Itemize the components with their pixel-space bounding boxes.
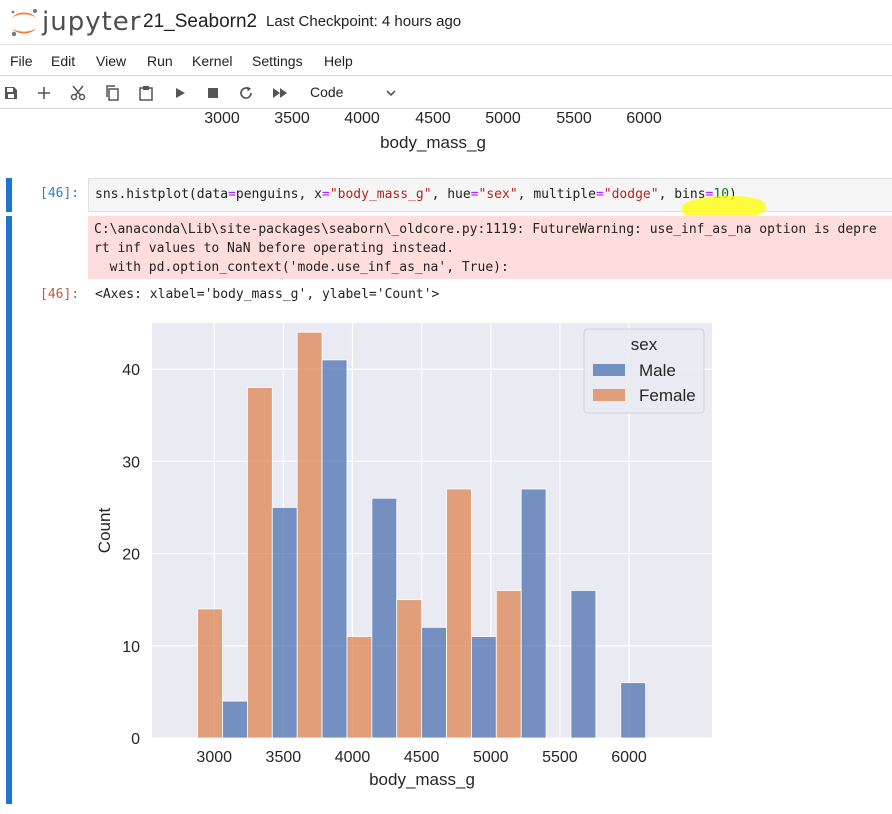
- stderr-line: with pd.option_context('mode.use_inf_as_…: [94, 260, 509, 275]
- output-repr: <Axes: xlabel='body_mass_g', ylabel='Cou…: [95, 287, 440, 302]
- menu-bar: File Edit View Run Kernel Settings Help: [0, 46, 892, 76]
- x-tick-label: 4500: [404, 749, 440, 766]
- bar-female: [197, 608, 223, 739]
- run-icon[interactable]: [170, 83, 190, 103]
- last-checkpoint: Last Checkpoint: 4 hours ago: [266, 13, 462, 30]
- y-axis-label: Count: [95, 508, 114, 554]
- menu-help[interactable]: Help: [324, 53, 353, 69]
- prev-tick: 4000: [344, 110, 380, 127]
- notebook-area[interactable]: 3000 3500 4000 4500 5000 5500 6000 body_…: [0, 110, 892, 814]
- legend-swatch-female: [593, 389, 625, 401]
- bar-male: [371, 497, 398, 739]
- prev-tick: 4500: [415, 110, 451, 127]
- bar-female: [247, 387, 273, 739]
- cut-icon[interactable]: [68, 83, 88, 103]
- input-prompt: [46]:: [40, 186, 80, 201]
- logo-text: jupyter: [42, 7, 142, 37]
- chevron-down-icon: [385, 86, 397, 102]
- prev-tick: 6000: [626, 110, 662, 127]
- bar-male: [520, 488, 547, 739]
- save-icon[interactable]: [1, 83, 21, 103]
- histogram-chart: 3000 3500 4000 4500 5000 5500 6000 0 10 20 30 40 bod…: [95, 323, 712, 789]
- paste-icon[interactable]: [136, 83, 156, 103]
- cell-type-select[interactable]: Code: [303, 81, 403, 105]
- prev-tick: 5000: [485, 110, 521, 127]
- input-collapser[interactable]: [6, 178, 12, 212]
- bar-male: [222, 700, 248, 739]
- previous-output-axis: 3000 3500 4000 4500 5000 5500 6000 body_…: [0, 110, 892, 160]
- code-editor[interactable]: sns.histplot(data=penguins, x="body_mass…: [88, 178, 892, 212]
- stderr-line: C:\anaconda\Lib\site-packages\seaborn\_o…: [94, 222, 877, 237]
- bar-male: [421, 626, 447, 739]
- y-tick-label: 10: [122, 639, 140, 656]
- bar-female: [446, 488, 472, 739]
- x-tick-label: 5000: [473, 749, 509, 766]
- bar-male: [471, 636, 497, 739]
- prev-tick: 3000: [204, 110, 240, 127]
- menu-kernel[interactable]: Kernel: [192, 53, 233, 69]
- bar-male: [620, 682, 647, 739]
- y-tick-label: 20: [122, 547, 140, 564]
- prev-tick: 3500: [274, 110, 310, 127]
- toolbar: Code: [0, 77, 892, 109]
- jupyter-logo[interactable]: jupyter: [8, 6, 140, 38]
- x-axis-label: body_mass_g: [369, 770, 475, 789]
- legend: sex Male Female: [583, 328, 705, 414]
- x-tick-label: 6000: [611, 749, 647, 766]
- legend-title: sex: [631, 335, 658, 354]
- menu-edit[interactable]: Edit: [51, 53, 76, 69]
- cell-type-value: Code: [310, 84, 344, 100]
- prev-xlabel: body_mass_g: [380, 133, 486, 152]
- jupyter-logo-icon: [11, 9, 37, 37]
- legend-label-male: Male: [639, 361, 676, 380]
- copy-icon[interactable]: [102, 83, 122, 103]
- bar-male: [271, 507, 298, 739]
- y-tick-label: 30: [122, 454, 140, 471]
- notebook-name[interactable]: 21_Seaborn2: [143, 11, 258, 32]
- bar-male: [321, 359, 348, 739]
- bar-female: [396, 599, 423, 739]
- x-tick-label: 3000: [196, 749, 232, 766]
- run-all-icon[interactable]: [270, 83, 290, 103]
- x-tick-label: 5500: [542, 749, 578, 766]
- x-tick-label: 3500: [266, 749, 302, 766]
- y-tick-label: 40: [122, 362, 140, 379]
- legend-swatch-male: [593, 364, 625, 376]
- stderr-line: rt inf values to NaN before operating in…: [94, 241, 455, 256]
- bar-female: [346, 636, 373, 739]
- y-tick-label: 0: [131, 731, 140, 748]
- output-collapser[interactable]: [6, 216, 12, 804]
- stderr-output: C:\anaconda\Lib\site-packages\seaborn\_o…: [88, 216, 892, 279]
- legend-label-female: Female: [639, 386, 696, 405]
- output-prompt: [46]:: [40, 287, 80, 302]
- top-bar: jupyter 21_Seaborn2 Last Checkpoint: 4 h…: [0, 0, 892, 45]
- prev-tick: 5500: [556, 110, 592, 127]
- menu-settings[interactable]: Settings: [252, 53, 303, 69]
- code-line: sns.histplot(data=penguins, x="body_mass…: [95, 187, 737, 202]
- menu-file[interactable]: File: [10, 53, 33, 69]
- menu-run[interactable]: Run: [147, 53, 173, 69]
- restart-icon[interactable]: [236, 83, 256, 103]
- bar-female: [495, 590, 522, 739]
- stop-icon[interactable]: [203, 83, 223, 103]
- bar-female: [296, 331, 323, 739]
- add-cell-icon[interactable]: [34, 83, 54, 103]
- x-tick-label: 4000: [335, 749, 371, 766]
- menu-view[interactable]: View: [96, 53, 127, 69]
- bar-male: [570, 590, 597, 739]
